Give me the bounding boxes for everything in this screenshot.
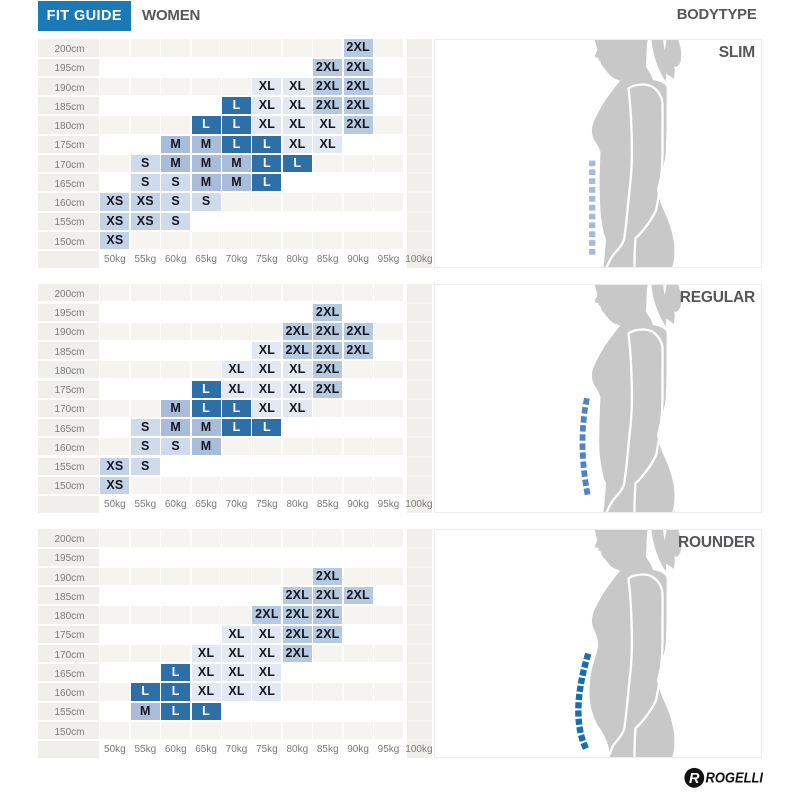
svg-text:ROGELLI: ROGELLI <box>706 769 764 786</box>
svg-text:R: R <box>689 771 700 787</box>
